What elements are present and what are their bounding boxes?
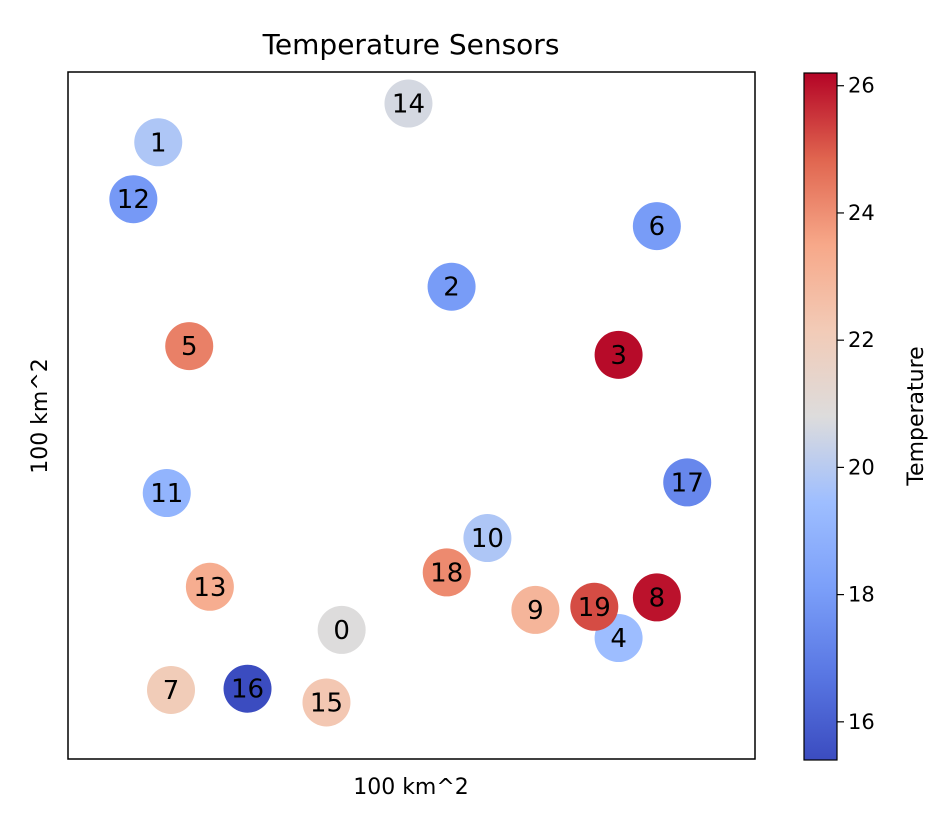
sensor-point-9 <box>511 585 560 634</box>
sensor-label-3: 3 <box>610 341 627 371</box>
sensor-label-16: 16 <box>231 675 264 705</box>
sensor-point-17 <box>663 458 712 507</box>
sensor-point-8 <box>632 573 681 622</box>
sensor-label-8: 8 <box>649 583 666 613</box>
colorbar-tick-label: 18 <box>848 583 875 607</box>
sensor-point-19 <box>570 582 619 631</box>
sensor-point-1 <box>134 118 183 167</box>
sensor-point-5 <box>165 322 214 371</box>
sensor-point-12 <box>109 175 158 224</box>
sensor-label-4: 4 <box>610 624 627 654</box>
sensor-point-3 <box>594 330 643 379</box>
sensor-label-0: 0 <box>333 616 350 646</box>
sensor-point-14 <box>384 79 433 128</box>
chart-title: Temperature Sensors <box>262 28 560 61</box>
sensor-label-7: 7 <box>163 676 180 706</box>
colorbar-gradient <box>803 72 838 761</box>
colorbar-tick-label: 20 <box>848 455 875 479</box>
colorbar-tick-label: 26 <box>848 74 875 98</box>
sensor-point-11 <box>142 469 191 518</box>
sensor-label-17: 17 <box>671 468 704 498</box>
sensor-label-1: 1 <box>150 128 167 158</box>
sensor-label-2: 2 <box>443 273 460 303</box>
sensor-label-10: 10 <box>471 524 504 554</box>
sensor-label-14: 14 <box>392 90 425 120</box>
sensor-point-2 <box>427 262 476 311</box>
colorbar-tick-label: 22 <box>848 328 875 352</box>
sensor-label-15: 15 <box>310 688 343 718</box>
sensor-label-11: 11 <box>150 479 183 509</box>
sensor-point-7 <box>147 665 196 714</box>
sensor-point-16 <box>223 664 272 713</box>
sensor-label-6: 6 <box>649 212 666 242</box>
sensor-label-13: 13 <box>193 573 226 603</box>
y-axis-label: 100 km^2 <box>28 358 53 474</box>
colorbar-label: Temperature <box>904 346 929 486</box>
sensor-point-18 <box>422 548 471 597</box>
sensor-label-12: 12 <box>117 185 150 215</box>
sensor-point-6 <box>632 202 681 251</box>
sensor-label-9: 9 <box>527 596 544 626</box>
sensor-label-19: 19 <box>578 593 611 623</box>
colorbar: 16 18 20 22 24 26 Temperature <box>803 72 929 761</box>
colorbar-tick-label: 24 <box>848 201 875 225</box>
sensor-point-13 <box>185 562 234 611</box>
colorbar-ticks: 16 18 20 22 24 26 <box>837 74 875 734</box>
plot-area <box>67 71 756 760</box>
colorbar-tick-label: 16 <box>848 710 875 734</box>
sensor-label-18: 18 <box>430 558 463 588</box>
sensor-point-10 <box>463 514 512 563</box>
sensor-label-5: 5 <box>181 332 198 362</box>
sensor-point-0 <box>317 605 366 654</box>
sensor-point-15 <box>302 678 351 727</box>
x-axis-label: 100 km^2 <box>353 775 469 800</box>
